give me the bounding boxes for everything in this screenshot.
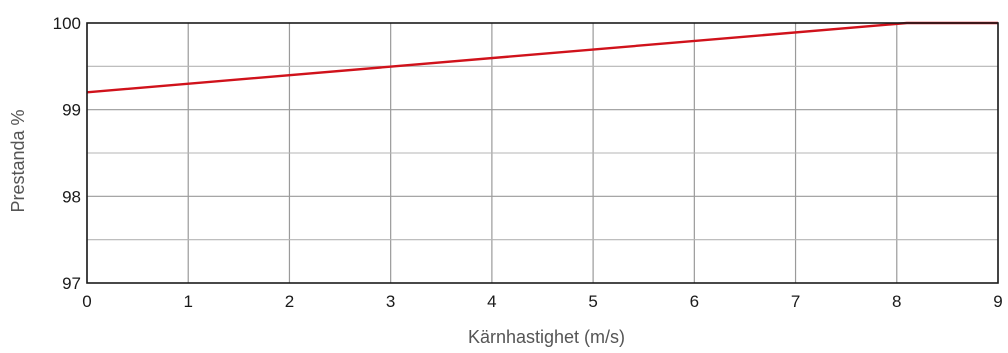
x-tick-label: 7 (791, 292, 800, 311)
x-axis-ticks: 0 1 2 3 4 5 6 7 8 9 (82, 292, 1002, 311)
y-tick-label: 97 (62, 274, 81, 293)
y-tick-label: 99 (62, 101, 81, 120)
grid (86, 22, 999, 284)
x-tick-label: 5 (588, 292, 597, 311)
x-tick-label: 1 (183, 292, 192, 311)
plot-frame (86, 22, 999, 284)
x-tick-label: 4 (487, 292, 496, 311)
y-axis-title: Prestanda % (8, 109, 28, 212)
y-axis-ticks: 97 98 99 100 (53, 14, 81, 293)
x-tick-label: 6 (690, 292, 699, 311)
y-tick-label: 98 (62, 187, 81, 206)
x-tick-label: 9 (993, 292, 1002, 311)
x-tick-label: 3 (386, 292, 395, 311)
x-tick-label: 2 (285, 292, 294, 311)
x-tick-label: 0 (82, 292, 91, 311)
x-axis-title: Kärnhastighet (m/s) (468, 327, 625, 347)
series-layer (86, 21, 998, 94)
series-line-0 (86, 21, 998, 94)
x-tick-label: 8 (892, 292, 901, 311)
y-tick-label: 100 (53, 14, 81, 33)
